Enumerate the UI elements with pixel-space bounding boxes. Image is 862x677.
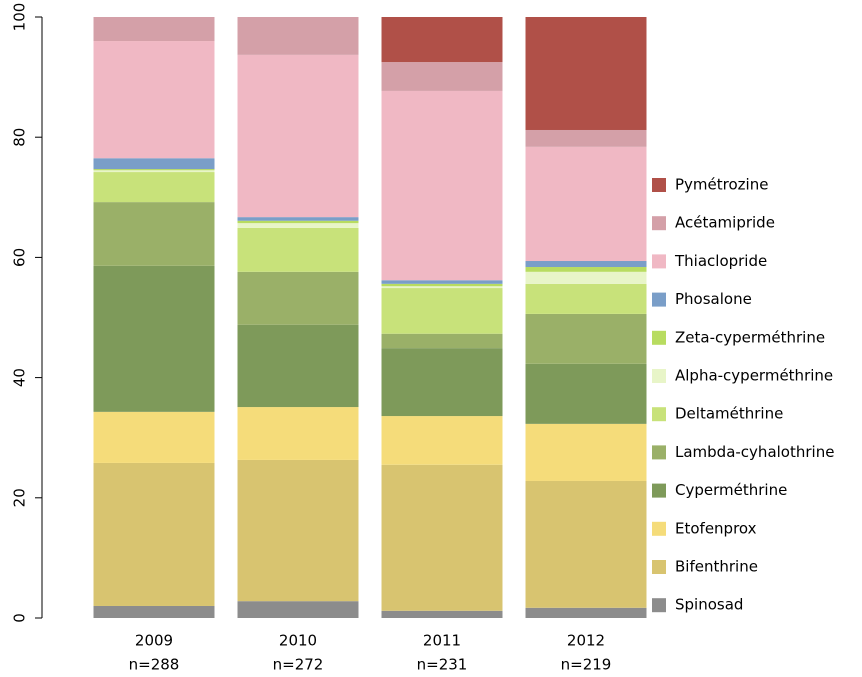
bar-segment: [525, 271, 647, 284]
bar-segment: [525, 129, 647, 147]
legend-swatch: [652, 483, 666, 498]
legend-swatch: [652, 369, 666, 383]
bar-segment: [381, 17, 503, 63]
bar-segment: [237, 217, 359, 221]
bar-segment: [93, 158, 215, 170]
bar-segment: [237, 601, 359, 618]
x-tick-label: 2010: [279, 632, 317, 650]
bar-segment: [525, 146, 647, 262]
bar-segment: [93, 17, 215, 42]
bar-segment: [237, 459, 359, 602]
legend-swatch: [652, 330, 666, 345]
bar-segment: [93, 462, 215, 606]
y-tick-label: 100: [11, 3, 29, 32]
bar-segment: [237, 223, 359, 228]
legend-label: Spinosad: [675, 596, 743, 614]
legend-label: Pymétrozine: [675, 176, 768, 194]
bar-segment: [237, 220, 359, 224]
y-tick-label: 0: [11, 613, 29, 623]
bar-segment: [381, 348, 503, 417]
bar-segment: [525, 313, 647, 364]
legend-label: Zeta-cyperméthrine: [675, 328, 825, 346]
y-tick-label: 40: [11, 368, 29, 387]
legend-label: Acétamipride: [675, 214, 775, 232]
legend-swatch: [652, 521, 666, 536]
y-tick-label: 80: [11, 128, 29, 147]
x-tick-sublabel: n=288: [129, 656, 180, 674]
bar-segment: [93, 202, 215, 266]
bar-segment: [237, 324, 359, 408]
legend-label: Cyperméthrine: [675, 481, 787, 499]
x-tick-sublabel: n=219: [561, 656, 612, 674]
bar-segment: [93, 605, 215, 618]
bar-segment: [381, 286, 503, 289]
bar-segment: [525, 480, 647, 608]
x-tick-sublabel: n=272: [273, 656, 324, 674]
bar-segment: [381, 283, 503, 287]
bar-segment: [93, 172, 215, 203]
legend-label: Etofenprox: [675, 519, 757, 537]
bar-segment: [525, 607, 647, 618]
x-tick-label: 2009: [135, 632, 173, 650]
bar-segment: [525, 261, 647, 268]
legend-swatch: [652, 407, 666, 422]
bar-segment: [381, 464, 503, 611]
bar-segment: [237, 54, 359, 218]
bar-segment: [381, 288, 503, 334]
legend-label: Bifenthrine: [675, 558, 758, 576]
bar-segment: [93, 41, 215, 159]
legend-label: Alpha-cyperméthrine: [675, 367, 833, 385]
legend-swatch: [652, 598, 666, 613]
bar-segment: [525, 17, 647, 130]
legend-label: Thiaclopride: [674, 252, 767, 270]
legend-swatch: [652, 560, 666, 574]
bar-segment: [93, 169, 215, 171]
bar-segment: [525, 267, 647, 272]
bar-segment: [237, 271, 359, 325]
bar-segment: [93, 411, 215, 463]
legend-label: Phosalone: [675, 290, 752, 308]
bar-segment: [237, 17, 359, 55]
bar-segment: [381, 416, 503, 465]
x-tick-label: 2011: [423, 632, 461, 650]
legend-swatch: [652, 292, 666, 307]
bar-segment: [237, 227, 359, 272]
bar-segment: [93, 265, 215, 412]
legend-swatch: [652, 254, 666, 269]
bar-segment: [381, 280, 503, 284]
bar-segment: [525, 283, 647, 314]
legend-swatch: [652, 445, 666, 460]
bar-segment: [381, 62, 503, 91]
bar-segment: [93, 170, 215, 173]
y-tick-label: 20: [11, 488, 29, 507]
bar-segment: [381, 90, 503, 281]
y-tick-label: 60: [11, 248, 29, 267]
legend-label: Deltaméthrine: [675, 405, 783, 423]
bar-segment: [381, 610, 503, 618]
bar-segment: [525, 423, 647, 481]
legend-label: Lambda-cyhalothrine: [675, 443, 834, 461]
legend-swatch: [652, 216, 666, 231]
bar-segment: [525, 363, 647, 424]
legend-swatch: [652, 178, 666, 192]
x-tick-sublabel: n=231: [417, 656, 468, 674]
bar-segment: [237, 407, 359, 460]
bar-segment: [381, 333, 503, 349]
x-tick-label: 2012: [567, 632, 605, 650]
